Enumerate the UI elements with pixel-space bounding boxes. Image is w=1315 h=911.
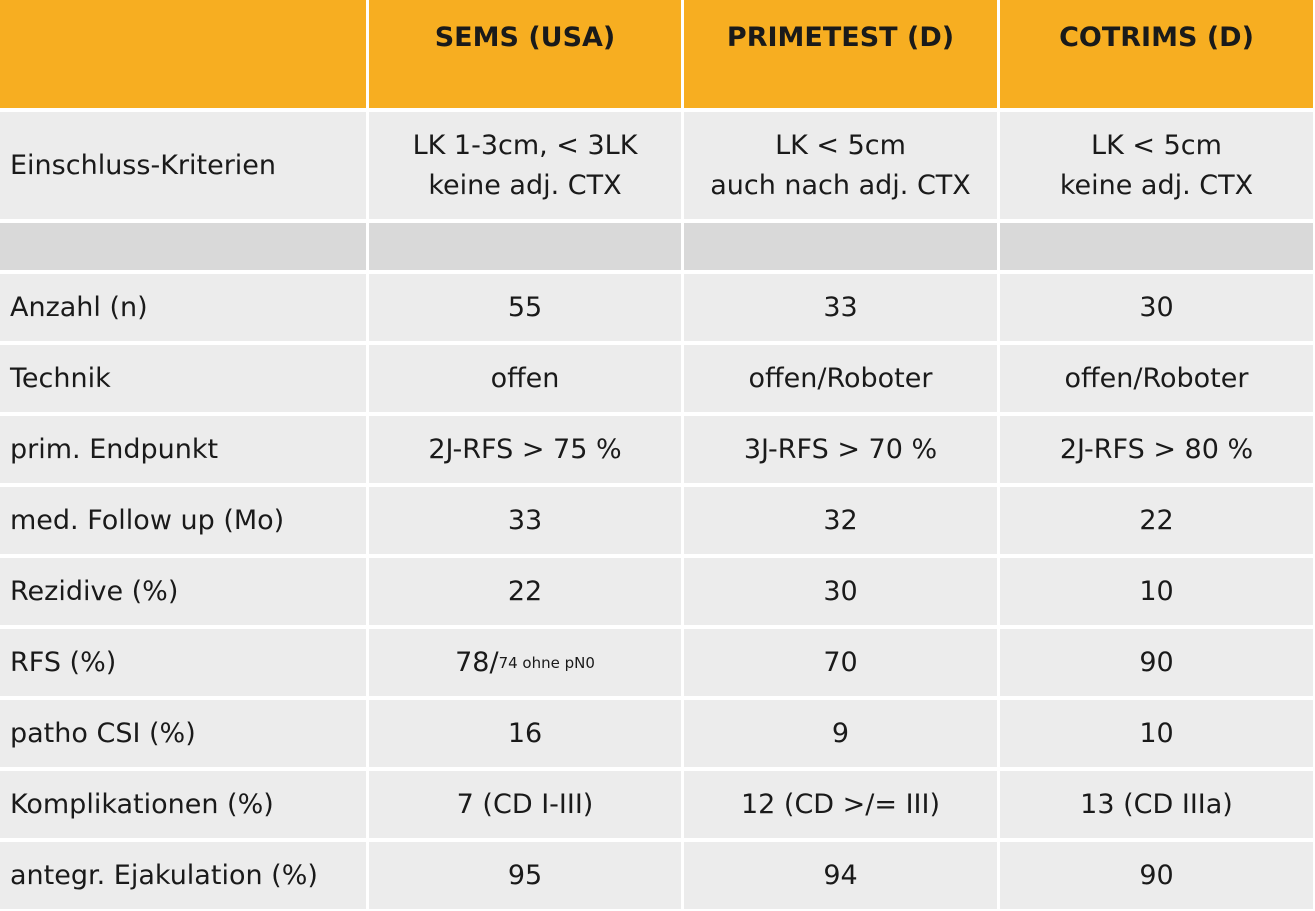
cell-value: 70: [823, 646, 858, 678]
cell-value: 55: [507, 291, 543, 323]
table-cell: 13 (CD IIIa): [1000, 771, 1313, 838]
cell-value: 94: [823, 859, 858, 891]
cell-value: 2J-RFS > 75 %: [428, 433, 622, 465]
row-label: med. Follow up (Mo): [0, 487, 366, 554]
row-label: Komplikationen (%): [0, 771, 366, 838]
row-label: Anzahl (n): [0, 274, 366, 341]
table-cell: 95: [369, 842, 681, 909]
header-primetest: PRIMETEST (D): [684, 0, 997, 108]
header-cotrims: COTRIMS (D): [1000, 0, 1313, 108]
cell-value: 10: [1139, 717, 1174, 749]
table-cell: 22: [1000, 487, 1313, 554]
cell-value: 13 (CD IIIa): [1080, 788, 1233, 820]
header-empty: [0, 0, 366, 108]
table-cell: 55: [369, 274, 681, 341]
cell-line: LK < 5cm: [775, 129, 906, 161]
cell-value: 12 (CD >/= III): [740, 788, 941, 820]
table-cell: 70: [684, 629, 997, 696]
cell-footnote: 74 ohne pN0: [498, 653, 595, 672]
cell-value: 95: [507, 859, 543, 891]
table-cell: 16: [369, 700, 681, 767]
cell-line: auch nach adj. CTX: [710, 169, 971, 201]
cell-line: LK < 5cm: [1091, 129, 1222, 161]
cell-value: 30: [823, 575, 858, 607]
cell-value: 2J-RFS > 80 %: [1059, 433, 1254, 465]
cell-value: 7 (CD I-III): [456, 788, 594, 820]
spacer-cell: [1000, 223, 1313, 270]
table-cell: 2J-RFS > 80 %: [1000, 416, 1313, 483]
spacer-cell: [0, 223, 366, 270]
cell-value: 3J-RFS > 70 %: [743, 433, 938, 465]
table-cell: 12 (CD >/= III): [684, 771, 997, 838]
row-label: Rezidive (%): [0, 558, 366, 625]
table-cell: 7 (CD I-III): [369, 771, 681, 838]
table-cell: 9: [684, 700, 997, 767]
cell-value: offen/Roboter: [1064, 362, 1249, 394]
header-sems: SEMS (USA): [369, 0, 681, 108]
cell-value: 90: [1139, 646, 1174, 678]
cell-value: 30: [1139, 291, 1174, 323]
table-cell: 22: [369, 558, 681, 625]
cell-value: offen/Roboter: [748, 362, 933, 394]
spacer-cell: [684, 223, 997, 270]
cell-value: 78/: [455, 646, 499, 678]
cell-value: 33: [507, 504, 543, 536]
cell-value: 33: [823, 291, 858, 323]
table-cell: 2J-RFS > 75 %: [369, 416, 681, 483]
table-cell: offen/Roboter: [1000, 345, 1313, 412]
table-cell: 10: [1000, 558, 1313, 625]
table-cell: LK < 5cm auch nach adj. CTX: [684, 112, 997, 219]
table-cell: 3J-RFS > 70 %: [684, 416, 997, 483]
table-cell: 90: [1000, 842, 1313, 909]
table-cell: offen: [369, 345, 681, 412]
table-cell: 33: [684, 274, 997, 341]
table-cell: offen/Roboter: [684, 345, 997, 412]
table-cell: 94: [684, 842, 997, 909]
row-label: Technik: [0, 345, 366, 412]
cell-line: LK 1-3cm, < 3LK: [412, 129, 638, 161]
cell-value: 32: [823, 504, 858, 536]
cell-value: 90: [1139, 859, 1174, 891]
table-cell: 32: [684, 487, 997, 554]
cell-value: offen: [490, 362, 560, 394]
cell-line: keine adj. CTX: [1059, 169, 1254, 201]
cell-value: 9: [831, 717, 850, 749]
cell-line: keine adj. CTX: [428, 169, 622, 201]
cell-value: 10: [1139, 575, 1174, 607]
table-cell: 33: [369, 487, 681, 554]
cell-value: 22: [507, 575, 543, 607]
table-cell: LK 1-3cm, < 3LK keine adj. CTX: [369, 112, 681, 219]
table-cell: 30: [1000, 274, 1313, 341]
spacer-cell: [369, 223, 681, 270]
row-label: antegr. Ejakulation (%): [0, 842, 366, 909]
table-cell: 90: [1000, 629, 1313, 696]
row-label: Einschluss-Kriterien: [0, 112, 366, 219]
row-label: patho CSI (%): [0, 700, 366, 767]
table-cell: 10: [1000, 700, 1313, 767]
row-label: prim. Endpunkt: [0, 416, 366, 483]
table-cell: LK < 5cm keine adj. CTX: [1000, 112, 1313, 219]
row-label: RFS (%): [0, 629, 366, 696]
table-cell: 30: [684, 558, 997, 625]
cell-value: 22: [1139, 504, 1174, 536]
table-cell: 78/74 ohne pN0: [369, 629, 681, 696]
cell-value: 16: [507, 717, 543, 749]
